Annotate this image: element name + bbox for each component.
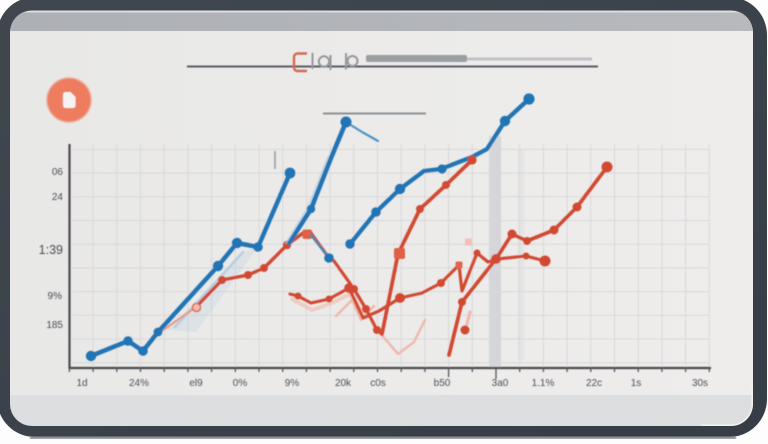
svg-text:el9: el9 xyxy=(189,378,203,389)
svg-text:22c: 22c xyxy=(586,378,602,389)
svg-text:b50: b50 xyxy=(434,378,451,389)
svg-text:20k: 20k xyxy=(335,378,352,389)
svg-text:185: 185 xyxy=(46,320,63,331)
svg-text:1:39: 1:39 xyxy=(39,243,63,257)
svg-text:0%: 0% xyxy=(233,378,248,389)
svg-text:24%: 24% xyxy=(129,378,149,389)
svg-text:9%: 9% xyxy=(48,291,63,302)
svg-text:c0s: c0s xyxy=(370,378,386,389)
svg-text:1d: 1d xyxy=(76,378,87,389)
svg-text:30s: 30s xyxy=(692,378,708,389)
svg-text:3a0: 3a0 xyxy=(492,378,509,389)
svg-text:1s: 1s xyxy=(631,378,642,389)
svg-text:06: 06 xyxy=(52,167,64,178)
svg-text:24: 24 xyxy=(52,192,64,203)
svg-text:1.1%: 1.1% xyxy=(532,378,555,389)
svg-text:9%: 9% xyxy=(285,378,300,389)
